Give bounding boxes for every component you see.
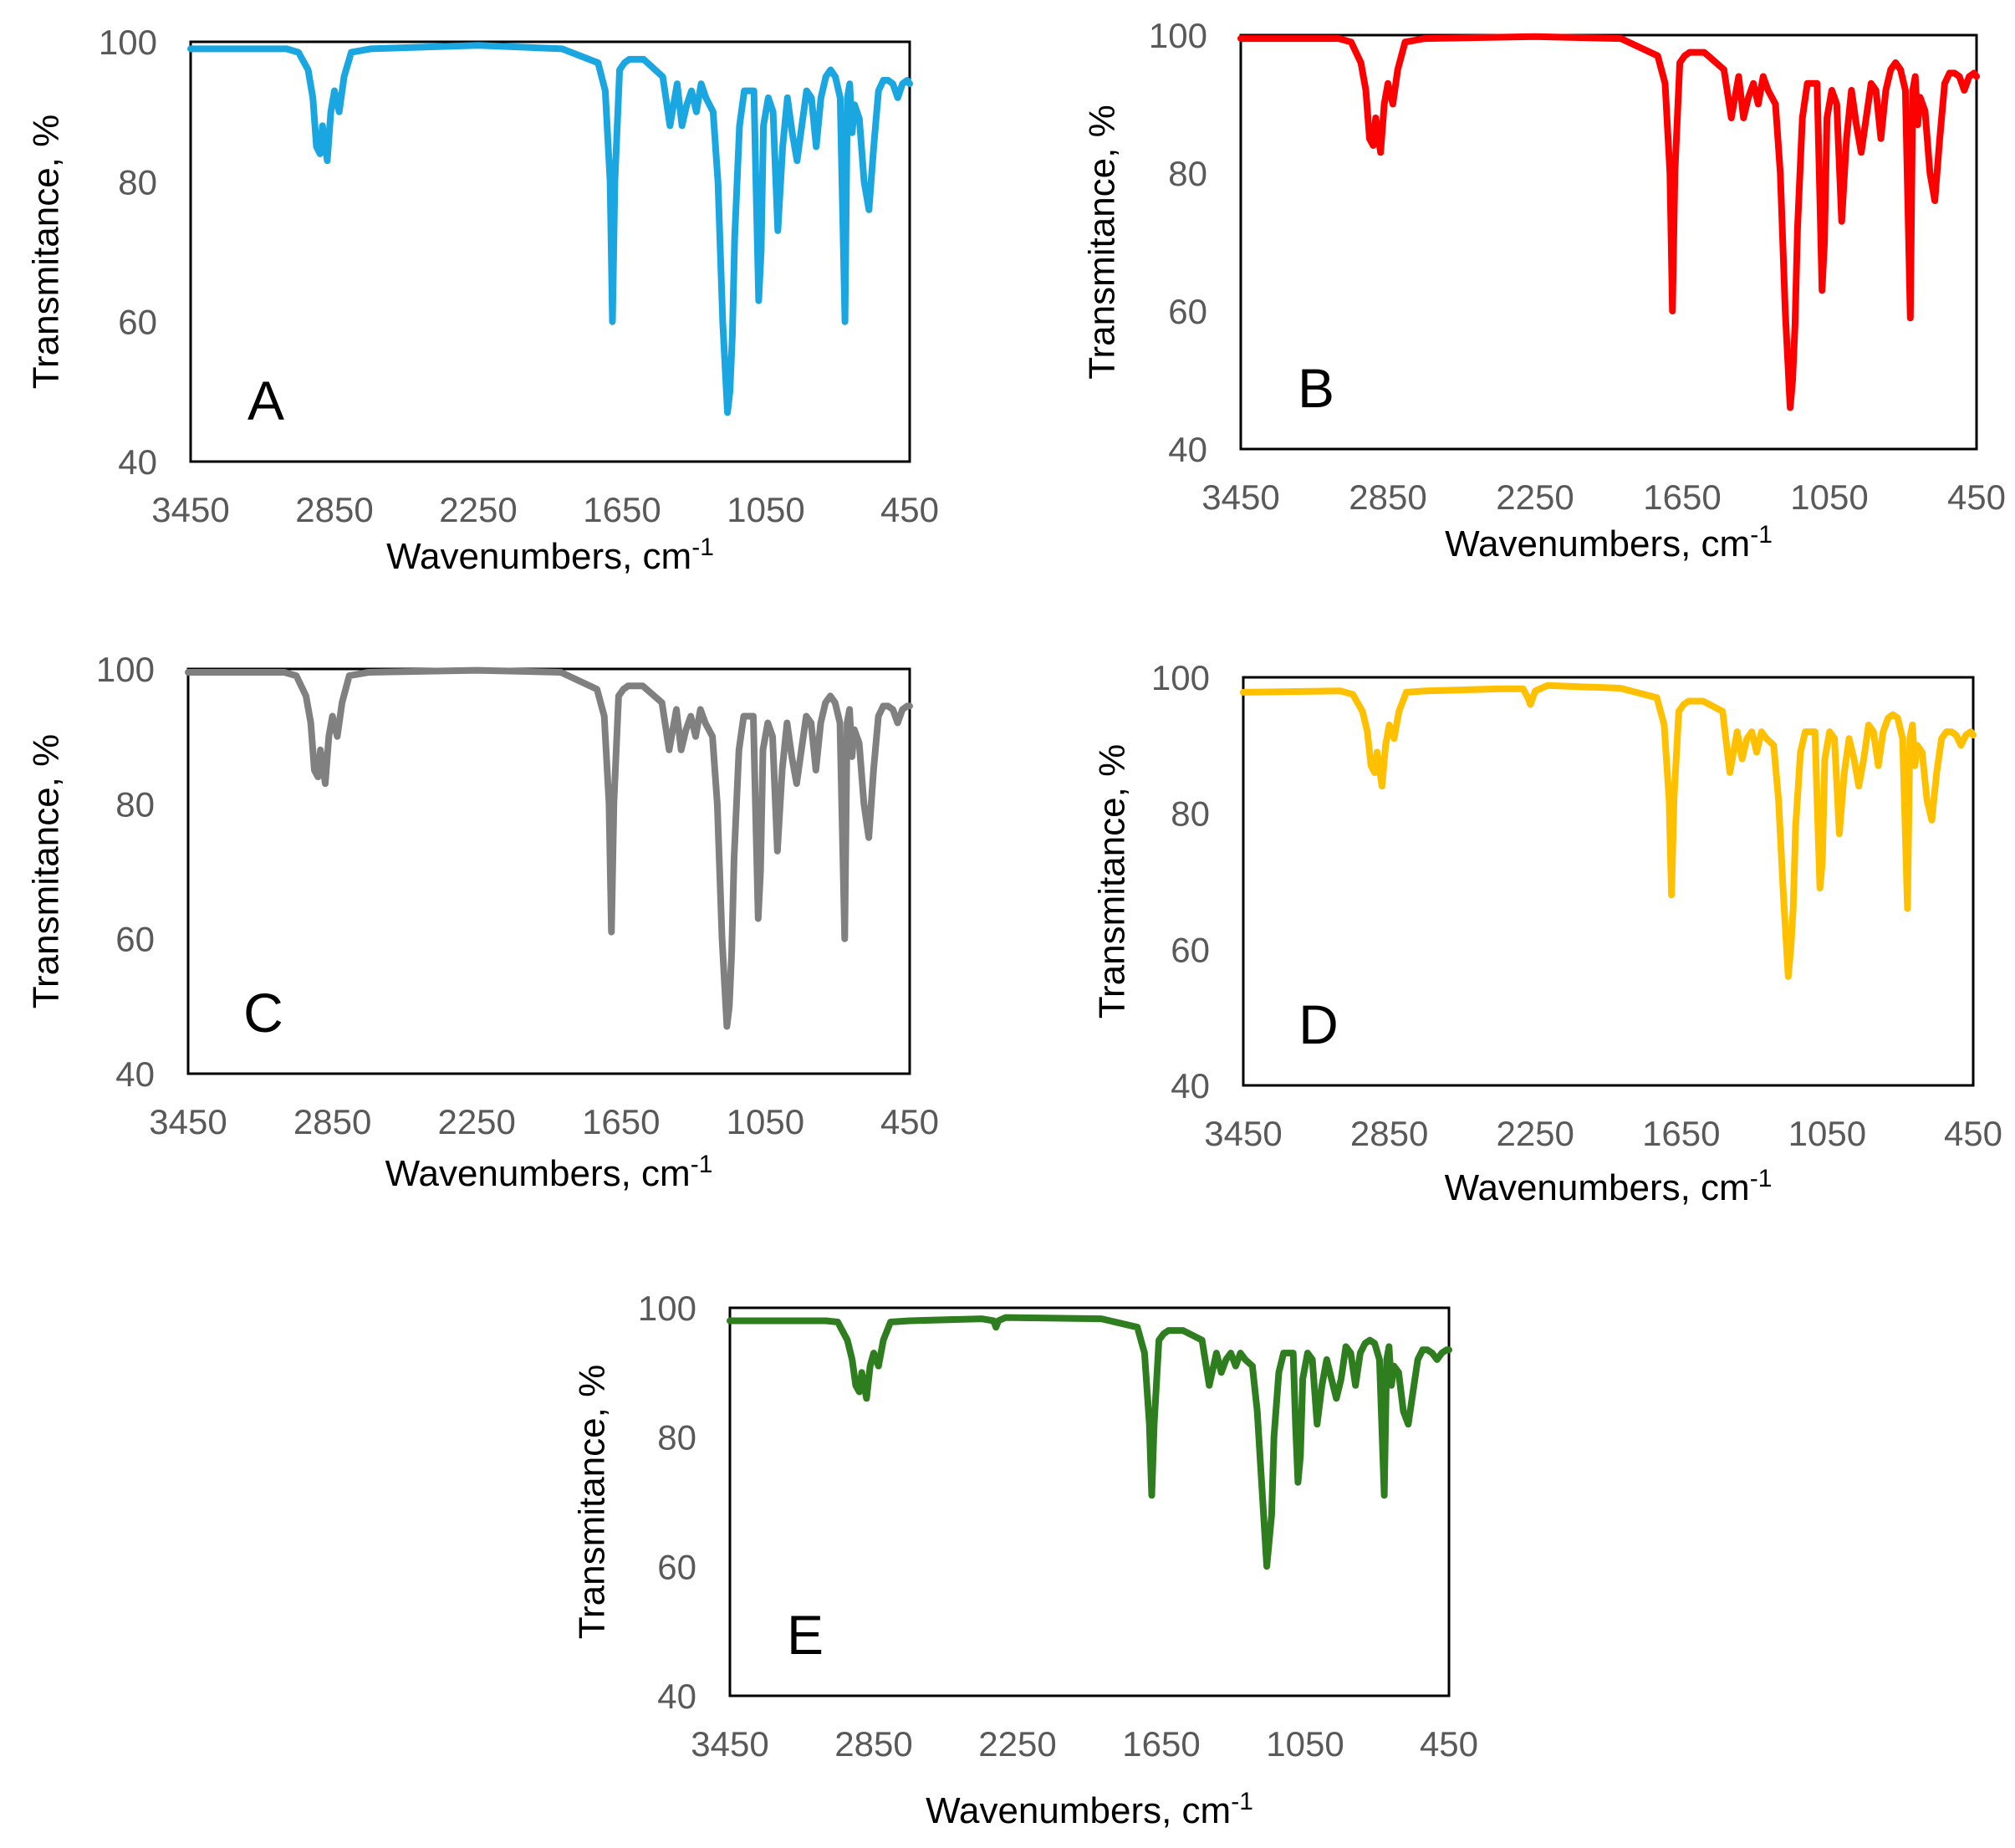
x-axis-title-superscript: -1 <box>1750 1165 1773 1192</box>
y-tick-label: 100 <box>99 23 157 62</box>
y-axis-title: Transmitance, % <box>572 1365 613 1639</box>
x-tick-label: 2250 <box>1496 1114 1574 1153</box>
x-axis-title-superscript: -1 <box>691 533 714 561</box>
x-tick-label: 1650 <box>1642 1114 1720 1153</box>
x-tick-label: 2250 <box>1496 477 1574 517</box>
x-tick-label: 1050 <box>727 490 804 529</box>
y-tick-label: 60 <box>115 920 155 959</box>
y-axis-title: Transmitance, % <box>1082 105 1123 379</box>
y-tick-label: 80 <box>118 162 157 202</box>
x-axis-title-text: Wavenumbers, cm <box>385 1153 691 1194</box>
y-tick-label: 40 <box>1168 430 1207 469</box>
x-tick-label: 1050 <box>727 1102 804 1141</box>
series-line-b <box>1237 33 1980 411</box>
y-tick-label: 40 <box>657 1677 696 1716</box>
panel-label-b: B <box>1298 357 1334 419</box>
x-axis-title: Wavenumbers, cm-1 <box>1445 521 1773 564</box>
x-tick-label: 450 <box>1944 1114 2002 1153</box>
x-tick-label: 1050 <box>1788 1114 1866 1153</box>
panel-label-e: E <box>787 1604 824 1666</box>
x-axis-title-text: Wavenumbers, cm <box>1445 1167 1750 1208</box>
panel-label-a: A <box>247 370 284 431</box>
y-tick-label: 40 <box>1171 1066 1210 1105</box>
x-tick-label: 3450 <box>1201 477 1279 517</box>
y-tick-label: 60 <box>657 1547 696 1586</box>
y-tick-label: 60 <box>1168 292 1207 331</box>
y-tick-label: 100 <box>1149 16 1207 55</box>
y-tick-label: 60 <box>1171 930 1210 969</box>
x-axis-title: Wavenumbers, cm-1 <box>386 533 714 577</box>
chart-panel-b: 40 60 80 100 3450 2850 2250 1650 1050 450 Wavenumb… <box>1082 16 2007 564</box>
x-tick-label: 2850 <box>834 1724 912 1764</box>
y-tick-label: 80 <box>1168 154 1207 193</box>
x-tick-label: 2850 <box>1350 1114 1428 1153</box>
x-tick-label: 3450 <box>151 490 229 529</box>
x-tick-label: 2250 <box>437 1102 515 1141</box>
x-tick-label: 1650 <box>582 1102 660 1141</box>
chart-panel-a: 40 60 80 100 3450 2850 2250 1650 1050 450 Wavenumb… <box>26 23 940 577</box>
x-axis-title-text: Wavenumbers, cm <box>386 536 691 577</box>
x-tick-label: 1650 <box>1643 477 1721 517</box>
x-axis-title-superscript: -1 <box>691 1151 713 1178</box>
x-tick-label: 2850 <box>1349 477 1426 517</box>
x-axis-title: Wavenumbers, cm-1 <box>385 1151 713 1194</box>
x-axis-title: Wavenumbers, cm-1 <box>1445 1165 1773 1208</box>
x-tick-label: 2850 <box>295 490 373 529</box>
x-axis-title-text: Wavenumbers, cm <box>1445 523 1750 564</box>
x-tick-label: 3450 <box>1204 1114 1282 1153</box>
y-tick-label: 40 <box>118 442 157 482</box>
series-line-a <box>187 42 913 416</box>
x-tick-label: 3450 <box>149 1102 227 1141</box>
series-line-d <box>1240 682 1977 980</box>
x-tick-label: 2250 <box>978 1724 1056 1764</box>
x-axis-title-superscript: -1 <box>1231 1788 1253 1815</box>
series-line-c <box>185 666 913 1030</box>
x-tick-label: 1650 <box>1122 1724 1200 1764</box>
chart-panel-c: 40 60 80 100 3450 2850 2250 1650 1050 450 Wavenumb… <box>26 650 940 1194</box>
chart-panel-d: 40 60 80 100 3450 2850 2250 1650 1050 450 Wavenumb… <box>1092 658 2003 1208</box>
y-tick-label: 60 <box>118 303 157 342</box>
y-tick-label: 100 <box>1151 658 1210 697</box>
y-tick-label: 40 <box>115 1054 155 1094</box>
y-tick-label: 100 <box>638 1289 696 1328</box>
y-tick-label: 80 <box>1171 794 1210 834</box>
y-tick-label: 80 <box>115 784 155 824</box>
x-tick-label: 1050 <box>1790 477 1868 517</box>
series-line-e <box>727 1314 1452 1570</box>
y-axis-title: Transmitance, % <box>26 115 67 389</box>
x-tick-label: 3450 <box>691 1724 768 1764</box>
y-axis-title: Transmitance, % <box>1092 744 1133 1018</box>
x-tick-label: 1050 <box>1266 1724 1344 1764</box>
y-tick-label: 100 <box>96 650 155 689</box>
x-tick-label: 450 <box>880 1102 939 1141</box>
x-tick-label: 450 <box>1420 1724 1478 1764</box>
panel-label-d: D <box>1298 993 1339 1055</box>
y-tick-label: 80 <box>657 1418 696 1457</box>
x-tick-label: 450 <box>880 490 939 529</box>
x-axis-title: Wavenumbers, cm-1 <box>926 1788 1253 1831</box>
panel-label-c: C <box>243 982 283 1044</box>
chart-panel-e: 40 60 80 100 3450 2850 2250 1650 1050 450 Wavenumb… <box>572 1289 1479 1831</box>
x-tick-label: 2850 <box>293 1102 371 1141</box>
x-tick-label: 450 <box>1947 477 2006 517</box>
x-axis-title-text: Wavenumbers, cm <box>926 1790 1231 1831</box>
x-axis-title-superscript: -1 <box>1750 521 1773 549</box>
x-tick-label: 2250 <box>439 490 517 529</box>
x-tick-label: 1650 <box>583 490 661 529</box>
y-axis-title: Transmitance, % <box>26 734 67 1008</box>
